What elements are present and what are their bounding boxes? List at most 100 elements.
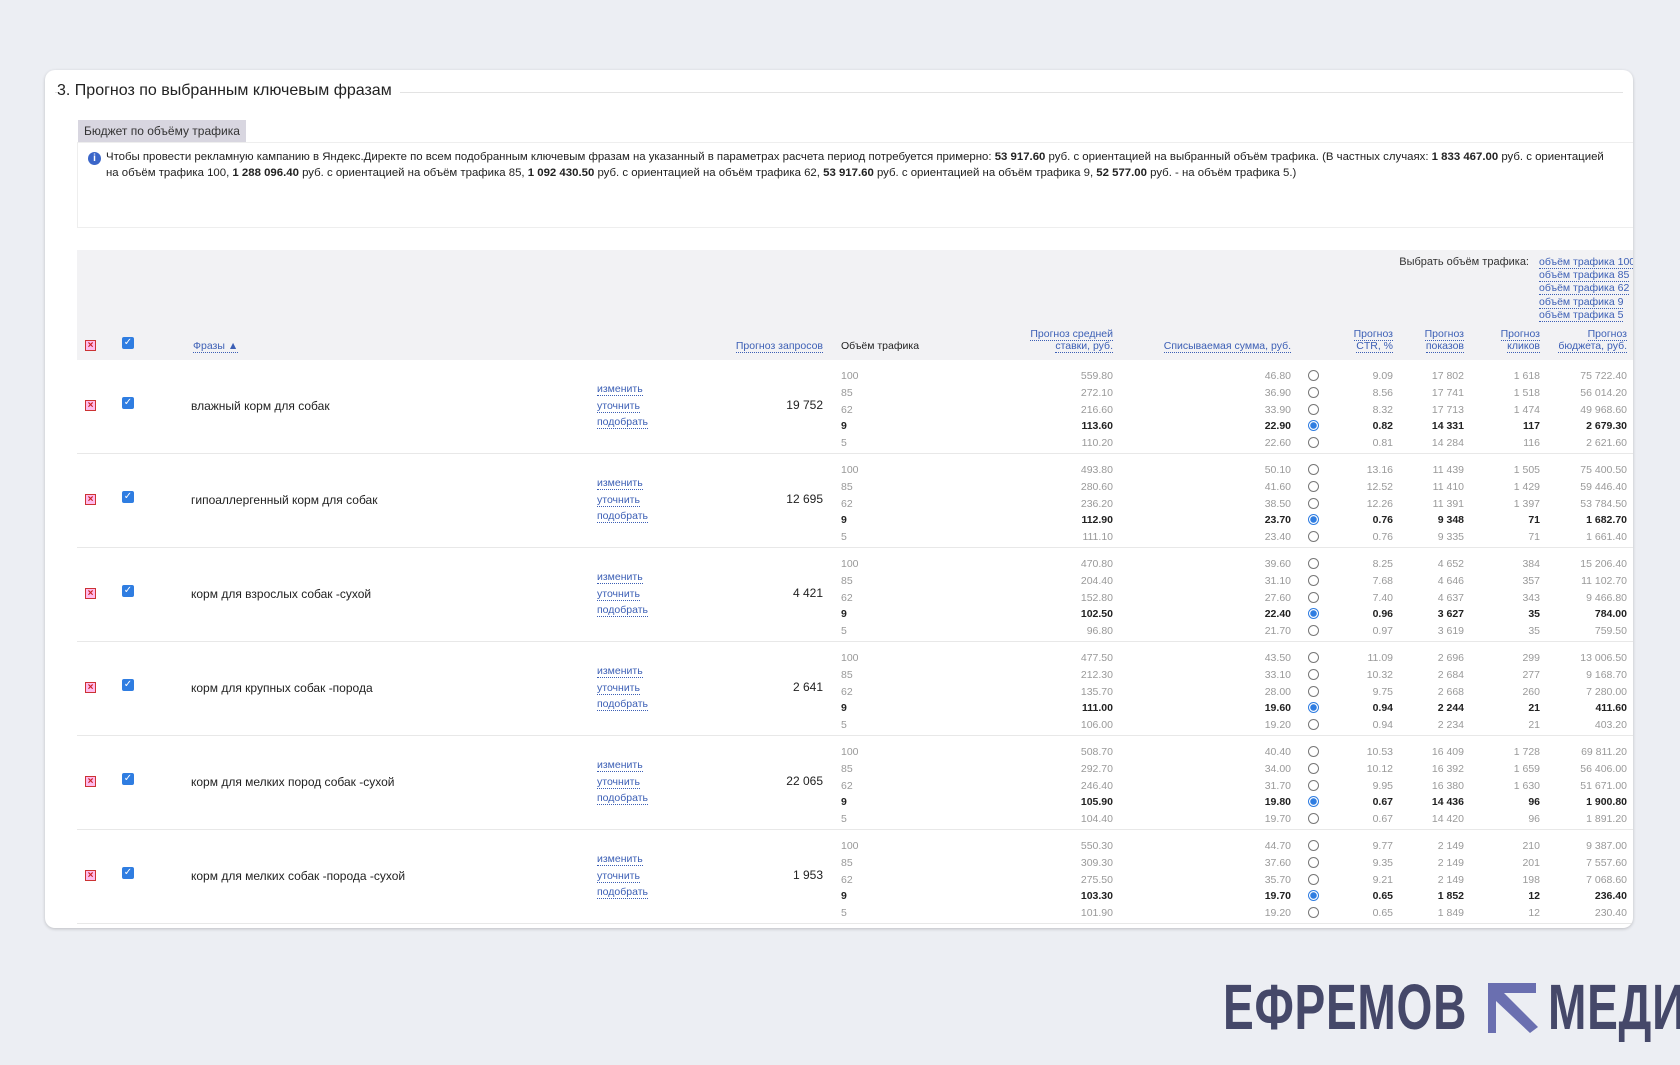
sort-ctr-line2[interactable]: CTR, % <box>1356 340 1393 353</box>
traffic-radio[interactable] <box>1308 702 1319 714</box>
traffic-radio[interactable] <box>1308 813 1319 825</box>
traffic-radio[interactable] <box>1308 762 1319 774</box>
refine-link[interactable]: уточнить <box>597 493 640 507</box>
volume-value: 5 <box>841 437 847 450</box>
pick-link[interactable]: подобрать <box>597 416 649 430</box>
select-volume-5[interactable]: объём трафика 5 <box>1539 308 1624 322</box>
traffic-radio[interactable] <box>1308 840 1319 851</box>
traffic-radio[interactable] <box>1308 685 1319 697</box>
sort-clicks[interactable]: Прогноз <box>1500 328 1540 341</box>
charge-value: 46.80 <box>1264 370 1291 382</box>
pick-link[interactable]: подобрать <box>597 604 649 618</box>
volume-value: 100 <box>841 652 859 664</box>
sort-bid[interactable]: Прогноз средней <box>1030 328 1113 341</box>
volume-value: 62 <box>841 497 853 510</box>
traffic-radio[interactable] <box>1308 873 1319 885</box>
select-volume-100[interactable]: объём трафика 100 <box>1539 256 1633 269</box>
phrase-checkbox[interactable]: ✓ <box>122 867 134 879</box>
refine-link[interactable]: уточнить <box>597 681 640 695</box>
shows-value: 11 439 <box>1432 464 1464 476</box>
traffic-radio[interactable] <box>1308 574 1319 586</box>
pick-link[interactable]: подобрать <box>597 792 649 806</box>
shows-value: 14 436 <box>1431 796 1464 809</box>
sort-phrases[interactable]: Фразы ▲ <box>193 340 239 353</box>
traffic-level-row: 9 102.50 22.40 0.96 3 627 35 784.00 <box>77 606 1633 623</box>
phrase-checkbox[interactable]: ✓ <box>122 397 134 409</box>
traffic-radio[interactable] <box>1308 370 1319 381</box>
sort-ctr[interactable]: Прогноз <box>1353 328 1393 341</box>
bid-value: 212.30 <box>1080 668 1113 681</box>
traffic-radio[interactable] <box>1308 420 1319 432</box>
phrase-checkbox[interactable]: ✓ <box>122 679 134 691</box>
sort-requests[interactable]: Прогноз запросов <box>735 340 823 353</box>
traffic-radio[interactable] <box>1308 746 1319 757</box>
shows-value: 9 335 <box>1437 531 1464 544</box>
traffic-radio[interactable] <box>1308 531 1319 543</box>
sort-shows-line2[interactable]: показов <box>1425 340 1464 353</box>
charge-value: 34.00 <box>1264 762 1291 775</box>
traffic-radio[interactable] <box>1308 437 1319 449</box>
traffic-radio[interactable] <box>1308 856 1319 868</box>
refine-link[interactable]: уточнить <box>597 587 640 601</box>
bid-value: 103.30 <box>1080 890 1113 903</box>
traffic-radio[interactable] <box>1308 796 1319 808</box>
traffic-radio[interactable] <box>1308 652 1319 663</box>
select-volume-85[interactable]: объём трафика 85 <box>1539 269 1630 283</box>
traffic-radio[interactable] <box>1308 907 1319 919</box>
traffic-radio[interactable] <box>1308 779 1319 791</box>
divider <box>55 92 1623 93</box>
edit-link[interactable]: изменить <box>597 571 643 584</box>
traffic-radio[interactable] <box>1308 497 1319 509</box>
sort-bid-line2[interactable]: ставки, руб. <box>1055 340 1113 353</box>
traffic-radio[interactable] <box>1308 386 1319 398</box>
sort-budget[interactable]: Прогноз <box>1587 328 1627 341</box>
clicks-value: 1 474 <box>1513 403 1540 416</box>
edit-link[interactable]: изменить <box>597 477 643 490</box>
volume-value: 5 <box>841 625 847 638</box>
sort-shows[interactable]: Прогноз <box>1424 328 1464 341</box>
traffic-radio[interactable] <box>1308 591 1319 603</box>
ctr-value: 0.96 <box>1372 608 1393 621</box>
traffic-radio[interactable] <box>1308 608 1319 620</box>
traffic-radio[interactable] <box>1308 480 1319 492</box>
traffic-radio[interactable] <box>1308 890 1319 902</box>
shows-value: 3 627 <box>1437 608 1464 621</box>
refine-link[interactable]: уточнить <box>597 399 640 413</box>
bid-value: 508.70 <box>1080 746 1113 758</box>
budget-value: 230.40 <box>1594 907 1627 920</box>
pick-link[interactable]: подобрать <box>597 698 649 712</box>
traffic-radio[interactable] <box>1308 668 1319 680</box>
sort-charge[interactable]: Списываемая сумма, руб. <box>1163 340 1291 353</box>
select-all-checkbox[interactable]: ✓ <box>122 337 134 349</box>
select-volume-62[interactable]: объём трафика 62 <box>1539 282 1630 296</box>
delete-icon[interactable]: × <box>85 494 96 505</box>
edit-link[interactable]: изменить <box>597 383 643 396</box>
edit-link[interactable]: изменить <box>597 665 643 678</box>
select-volume-9[interactable]: объём трафика 9 <box>1539 295 1624 309</box>
sort-budget-line2[interactable]: бюджета, руб. <box>1558 340 1627 353</box>
traffic-radio[interactable] <box>1308 558 1319 569</box>
phrase-checkbox[interactable]: ✓ <box>122 585 134 597</box>
delete-icon[interactable]: × <box>85 870 96 881</box>
edit-link[interactable]: изменить <box>597 853 643 866</box>
delete-icon[interactable]: × <box>85 400 96 411</box>
traffic-radio[interactable] <box>1308 514 1319 526</box>
volume-value: 5 <box>841 907 847 920</box>
edit-link[interactable]: изменить <box>597 759 643 772</box>
phrase-checkbox[interactable]: ✓ <box>122 491 134 503</box>
pick-link[interactable]: подобрать <box>597 886 649 900</box>
phrase-checkbox[interactable]: ✓ <box>122 773 134 785</box>
traffic-radio[interactable] <box>1308 464 1319 475</box>
traffic-radio[interactable] <box>1308 625 1319 637</box>
traffic-radio[interactable] <box>1308 403 1319 415</box>
delete-all-icon[interactable]: × <box>85 340 96 351</box>
refine-link[interactable]: уточнить <box>597 775 640 789</box>
delete-icon[interactable]: × <box>85 682 96 693</box>
delete-icon[interactable]: × <box>85 588 96 599</box>
traffic-radio[interactable] <box>1308 719 1319 731</box>
delete-icon[interactable]: × <box>85 776 96 787</box>
refine-link[interactable]: уточнить <box>597 869 640 883</box>
tab-budget-by-traffic[interactable]: Бюджет по объёму трафика <box>78 120 246 142</box>
sort-clicks-line2[interactable]: кликов <box>1507 340 1540 353</box>
pick-link[interactable]: подобрать <box>597 510 649 524</box>
